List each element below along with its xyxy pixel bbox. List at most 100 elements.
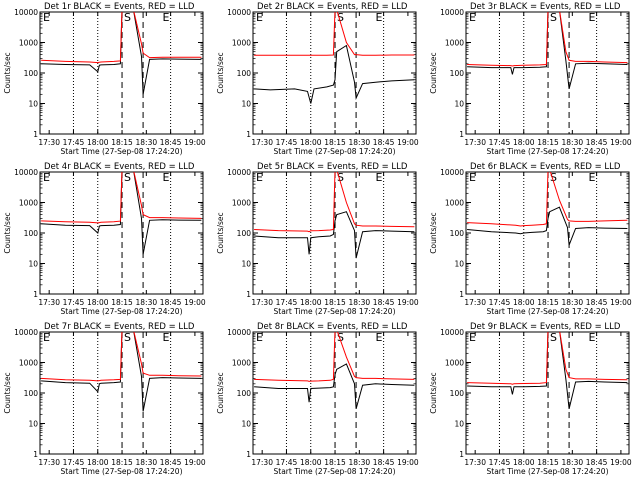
x-tick-label: 18:45 — [160, 458, 182, 467]
x-tick-label: 17:45 — [63, 458, 85, 467]
x-tick-label: 17:30 — [251, 138, 273, 147]
y-tick-label: 1 — [33, 450, 38, 459]
marker-label: S — [124, 331, 131, 344]
y-tick-label: 1000 — [19, 359, 38, 368]
marker-label: E — [376, 11, 383, 24]
panel-title: Det 1r BLACK = Events, RED = LLD — [44, 2, 195, 12]
y-axis-label: Counts/sec — [3, 52, 12, 93]
y-axis-label: Counts/sec — [429, 372, 438, 413]
series-line-lld — [41, 172, 202, 224]
marker-label: E — [256, 171, 263, 184]
y-tick-label: 1000 — [445, 39, 464, 48]
x-tick-label: 17:30 — [38, 138, 60, 147]
x-axis-label: Start Time (27-Sep-08 17:24:20) — [61, 307, 183, 316]
y-tick-label: 10 — [28, 100, 38, 109]
y-tick-label: 10 — [454, 420, 464, 429]
y-tick-label: 1 — [459, 290, 464, 299]
x-tick-label: 18:15 — [537, 298, 559, 307]
x-tick-label: 17:30 — [251, 458, 273, 467]
y-tick-label: 10 — [28, 260, 38, 269]
panel-title: Det 2r BLACK = Events, RED = LLD — [257, 2, 408, 12]
y-tick-label: 100 — [237, 229, 252, 238]
x-tick-label: 18:00 — [300, 138, 322, 147]
x-tick-label: 17:45 — [276, 138, 298, 147]
y-tick-label: 1 — [459, 450, 464, 459]
x-tick-label: 18:30 — [562, 458, 584, 467]
series-line-events — [41, 12, 202, 95]
marker-label: E — [469, 11, 476, 24]
x-tick-label: 19:00 — [610, 138, 632, 147]
marker-label: E — [376, 331, 383, 344]
marker-label: E — [589, 171, 596, 184]
marker-label: E — [589, 11, 596, 24]
y-tick-label: 10 — [241, 420, 251, 429]
x-axis-label: Start Time (27-Sep-08 17:24:20) — [487, 307, 609, 316]
x-tick-label: 18:30 — [562, 298, 584, 307]
x-tick-label: 17:45 — [63, 138, 85, 147]
x-tick-label: 18:30 — [349, 298, 371, 307]
x-tick-label: 19:00 — [610, 298, 632, 307]
series-line-events — [467, 206, 628, 246]
x-tick-label: 19:00 — [184, 458, 206, 467]
x-tick-label: 18:00 — [513, 458, 535, 467]
x-tick-label: 17:45 — [63, 298, 85, 307]
y-tick-label: 100 — [24, 229, 39, 238]
series-line-lld — [41, 12, 202, 64]
marker-label: S — [550, 331, 557, 344]
x-tick-label: 18:00 — [300, 458, 322, 467]
series-line-events — [41, 172, 202, 255]
x-tick-label: 17:30 — [464, 138, 486, 147]
y-axis-label: Counts/sec — [216, 372, 225, 413]
y-tick-label: 10000 — [440, 168, 464, 177]
x-tick-label: 18:30 — [349, 138, 371, 147]
x-tick-label: 18:00 — [87, 458, 109, 467]
x-tick-label: 17:30 — [464, 298, 486, 307]
y-tick-label: 10 — [241, 260, 251, 269]
x-tick-label: 18:45 — [373, 138, 395, 147]
y-tick-label: 1 — [246, 290, 251, 299]
x-tick-label: 17:45 — [489, 138, 511, 147]
x-tick-label: 19:00 — [397, 298, 419, 307]
y-tick-label: 1 — [459, 130, 464, 139]
x-tick-label: 18:45 — [373, 458, 395, 467]
series-line-events — [254, 363, 415, 410]
marker-label: S — [550, 171, 557, 184]
y-tick-label: 10000 — [14, 328, 38, 337]
x-tick-label: 18:00 — [87, 138, 109, 147]
series-line-lld — [41, 332, 202, 382]
series-line-lld — [467, 12, 628, 67]
marker-label: E — [376, 171, 383, 184]
y-tick-label: 100 — [24, 69, 39, 78]
x-tick-label: 18:00 — [87, 298, 109, 307]
marker-label: S — [124, 11, 131, 24]
panel-title: Det 4r BLACK = Events, RED = LLD — [44, 162, 195, 172]
y-tick-label: 1 — [33, 130, 38, 139]
y-tick-label: 10 — [28, 420, 38, 429]
y-tick-label: 1000 — [445, 199, 464, 208]
y-tick-label: 1 — [246, 130, 251, 139]
x-tick-label: 18:45 — [586, 298, 608, 307]
marker-label: S — [124, 171, 131, 184]
panel-title: Det 3r BLACK = Events, RED = LLD — [470, 2, 621, 12]
marker-label: E — [256, 331, 263, 344]
series-line-lld — [254, 12, 415, 56]
series-line-events — [254, 211, 415, 259]
x-tick-label: 17:45 — [276, 298, 298, 307]
x-tick-label: 17:45 — [489, 298, 511, 307]
y-tick-label: 10000 — [440, 8, 464, 17]
series-line-events — [467, 12, 628, 90]
x-tick-label: 17:30 — [251, 298, 273, 307]
panel-title: Det 8r BLACK = Events, RED = LLD — [257, 322, 408, 332]
y-axis-label: Counts/sec — [216, 52, 225, 93]
series-line-events — [467, 332, 628, 410]
marker-label: S — [337, 171, 344, 184]
y-tick-label: 1 — [246, 450, 251, 459]
x-tick-label: 19:00 — [184, 138, 206, 147]
marker-label: E — [589, 331, 596, 344]
marker-label: E — [43, 331, 50, 344]
